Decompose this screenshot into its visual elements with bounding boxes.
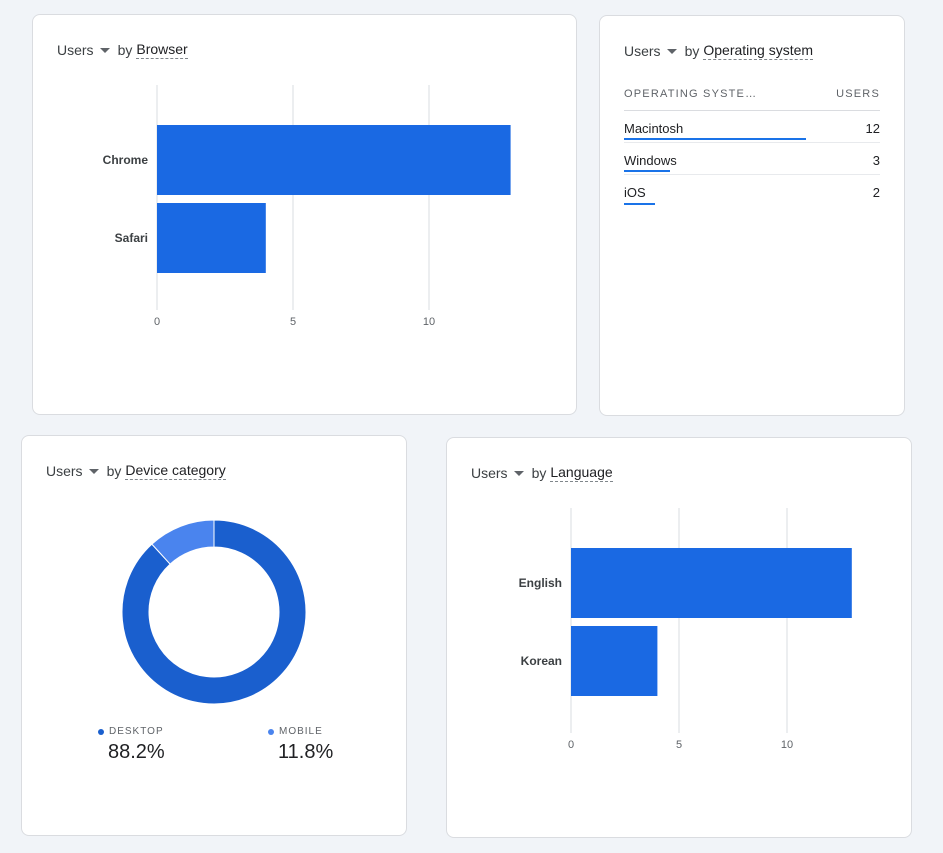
- by-label: by: [684, 43, 700, 59]
- caret-down-icon[interactable]: [88, 468, 99, 474]
- bar-korean[interactable]: [571, 626, 658, 696]
- device-card: Users by Device category DESKTOP 88.2% M…: [21, 435, 407, 836]
- legend-desktop: DESKTOP 88.2%: [98, 726, 165, 764]
- category-label-english: English: [519, 576, 562, 590]
- card-header: Users by Operating system: [624, 42, 814, 60]
- by-label: by: [106, 463, 122, 479]
- donut-slice-desktop[interactable]: [121, 519, 307, 705]
- column-header-users[interactable]: USERS: [836, 88, 880, 100]
- category-label-korean: Korean: [521, 654, 562, 668]
- browser-card: Users by Browser 0 5 10 Chrome Safari: [32, 14, 577, 415]
- card-header: Users by Language: [471, 464, 613, 482]
- card-header: Users by Device category: [46, 462, 226, 480]
- bar-safari[interactable]: [157, 203, 266, 273]
- share-bar: [624, 138, 806, 140]
- os-card: Users by Operating system OPERATING SYST…: [599, 15, 905, 416]
- caret-down-icon[interactable]: [666, 48, 677, 54]
- bar-english[interactable]: [571, 548, 852, 618]
- os-name: Windows: [624, 153, 677, 168]
- category-label-chrome: Chrome: [103, 153, 149, 167]
- os-users: 3: [872, 153, 880, 168]
- bar-chrome[interactable]: [157, 125, 511, 195]
- language-bar-chart: 0 5 10 English Korean: [519, 508, 852, 751]
- dimension-selector[interactable]: Device category: [125, 462, 226, 480]
- table-row[interactable]: iOS 2: [624, 175, 880, 207]
- metric-label: Users: [624, 43, 661, 59]
- dimension-selector[interactable]: Browser: [136, 41, 188, 59]
- x-tick-label: 5: [290, 316, 296, 328]
- device-donut-chart: [121, 519, 307, 705]
- x-tick-label: 5: [676, 739, 682, 751]
- mobile-dot-icon: [268, 728, 274, 735]
- metric-label: Users: [471, 465, 508, 481]
- column-header-os[interactable]: OPERATING SYSTE…: [624, 88, 758, 100]
- caret-down-icon[interactable]: [513, 470, 524, 476]
- category-label-safari: Safari: [115, 231, 148, 245]
- donut-slice-mobile[interactable]: [151, 519, 215, 565]
- x-tick-label: 10: [423, 316, 435, 328]
- legend-value-desktop: 88.2%: [108, 741, 165, 763]
- metric-label: Users: [46, 463, 83, 479]
- metric-label: Users: [57, 42, 94, 58]
- legend-label-desktop: DESKTOP: [109, 726, 164, 737]
- share-bar: [624, 170, 671, 172]
- by-label: by: [117, 42, 133, 58]
- x-tick-label: 0: [154, 316, 160, 328]
- language-card: Users by Language 0 5 10 English Korean: [446, 437, 912, 838]
- os-users: 12: [865, 121, 880, 136]
- x-tick-label: 0: [568, 739, 574, 751]
- x-tick-label: 10: [781, 739, 793, 751]
- os-name: Macintosh: [624, 121, 684, 136]
- table-row[interactable]: Macintosh 12: [624, 111, 880, 143]
- desktop-dot-icon: [98, 728, 104, 735]
- os-users: 2: [872, 185, 880, 200]
- browser-bar-chart: 0 5 10 Chrome Safari: [103, 85, 511, 328]
- legend-mobile: MOBILE 11.8%: [268, 726, 333, 764]
- share-bar: [624, 203, 655, 205]
- legend-label-mobile: MOBILE: [279, 726, 323, 737]
- legend-value-mobile: 11.8%: [278, 741, 334, 763]
- dimension-selector[interactable]: Language: [550, 464, 613, 482]
- caret-down-icon[interactable]: [99, 47, 110, 53]
- dimension-selector[interactable]: Operating system: [703, 42, 814, 60]
- by-label: by: [531, 465, 547, 481]
- os-table: OPERATING SYSTE… USERS Macintosh 12 Wind…: [624, 88, 880, 207]
- table-header: OPERATING SYSTE… USERS: [624, 88, 880, 111]
- table-row[interactable]: Windows 3: [624, 143, 880, 175]
- card-header: Users by Browser: [57, 41, 188, 59]
- os-name: iOS: [624, 185, 646, 200]
